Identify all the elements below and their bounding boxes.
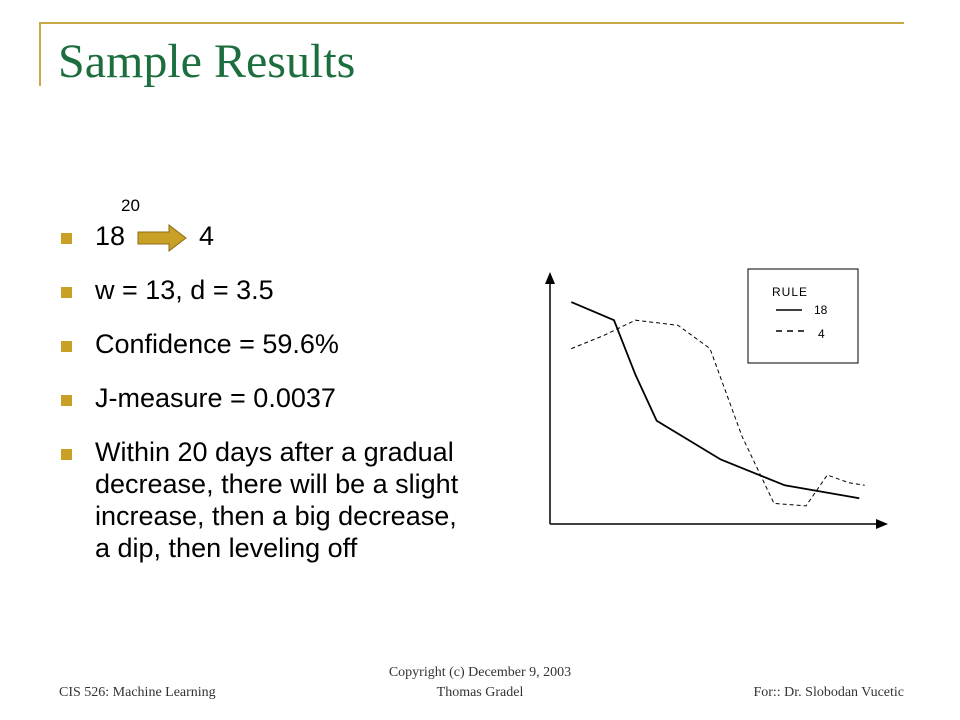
series-layer: [570, 301, 865, 507]
legend-label-dashed: 4: [818, 327, 825, 341]
rule-from: 18: [95, 221, 126, 251]
footer-copyright-line1: Copyright (c) December 9, 2003: [388, 665, 572, 680]
bullet-params: w = 13, d = 3.5: [60, 274, 480, 306]
footer-author: Thomas Gradel: [436, 685, 524, 700]
footer-instructor: For:: Dr. Slobodan Vucetic: [753, 685, 904, 700]
legend-box: [747, 268, 859, 364]
legend: RULE 18 4: [747, 268, 859, 364]
axes: [545, 272, 888, 529]
footer-course: CIS 526: Machine Learning: [59, 685, 216, 700]
series-line-18: [570, 301, 860, 500]
bullet-rule: 18 4 20: [60, 196, 480, 252]
legend-label-solid: 18: [814, 303, 828, 317]
y-axis-arrow-icon: [545, 272, 555, 284]
line-chart: RULE 18 4: [545, 268, 888, 529]
legend-title: RULE: [772, 285, 808, 299]
arrow-label: 20: [121, 196, 140, 215]
x-axis-arrow-icon: [876, 519, 888, 529]
series-line-4: [571, 319, 865, 507]
bullet-jmeasure: J-measure = 0.0037: [60, 382, 480, 414]
arrow-right-icon: [137, 223, 187, 252]
slide-title: Sample Results: [58, 35, 356, 88]
rule-to: 4: [199, 221, 215, 251]
frame-left-line: [39, 22, 41, 86]
bullet-description: Within 20 days after a gradual decrease,…: [60, 436, 475, 564]
bullet-list: 18 4 20 w = 13, d = 3.5 Confidence = 59.6…: [60, 196, 480, 564]
bullet-confidence: Confidence = 59.6%: [60, 328, 480, 360]
footer-copyright: Copyright (c) December 9, 2003 Thomas Gr…: [0, 663, 960, 703]
frame-top-line: [39, 22, 904, 24]
